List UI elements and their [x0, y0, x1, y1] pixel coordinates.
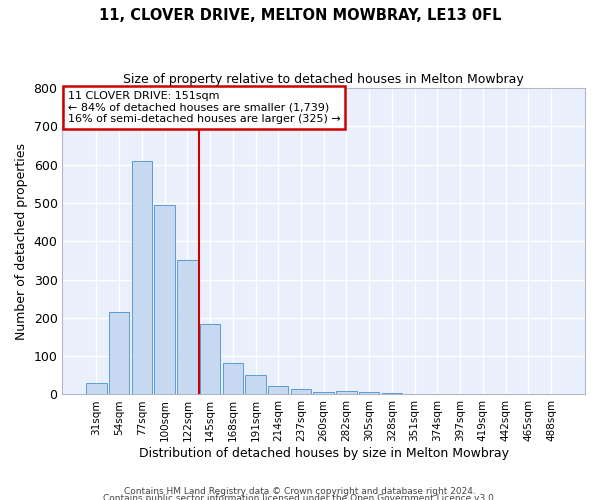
- Text: 11, CLOVER DRIVE, MELTON MOWBRAY, LE13 0FL: 11, CLOVER DRIVE, MELTON MOWBRAY, LE13 0…: [99, 8, 501, 22]
- Bar: [223, 363, 243, 394]
- Text: Contains HM Land Registry data © Crown copyright and database right 2024.: Contains HM Land Registry data © Crown c…: [124, 487, 476, 496]
- Y-axis label: Number of detached properties: Number of detached properties: [15, 143, 28, 340]
- Bar: [291, 389, 311, 394]
- Text: 11 CLOVER DRIVE: 151sqm
← 84% of detached houses are smaller (1,739)
16% of semi: 11 CLOVER DRIVE: 151sqm ← 84% of detache…: [68, 91, 340, 124]
- Bar: [154, 205, 175, 394]
- Bar: [177, 260, 197, 394]
- Text: Contains public sector information licensed under the Open Government Licence v3: Contains public sector information licen…: [103, 494, 497, 500]
- Bar: [336, 392, 356, 394]
- Bar: [131, 161, 152, 394]
- Bar: [245, 374, 266, 394]
- Bar: [109, 312, 130, 394]
- X-axis label: Distribution of detached houses by size in Melton Mowbray: Distribution of detached houses by size …: [139, 447, 509, 460]
- Title: Size of property relative to detached houses in Melton Mowbray: Size of property relative to detached ho…: [124, 72, 524, 86]
- Bar: [268, 386, 289, 394]
- Bar: [382, 393, 402, 394]
- Bar: [86, 383, 107, 394]
- Bar: [359, 392, 379, 394]
- Bar: [313, 392, 334, 394]
- Bar: [200, 324, 220, 394]
